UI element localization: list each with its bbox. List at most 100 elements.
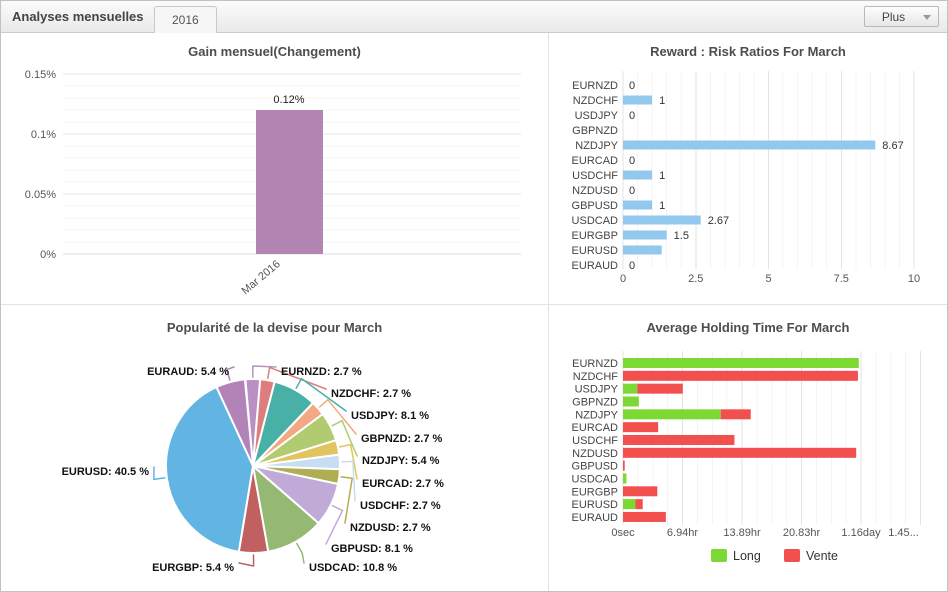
bar-value-label: 0: [629, 110, 635, 122]
bar-long-eurnzd[interactable]: [623, 358, 859, 368]
category-label: GBPUSD: [572, 200, 619, 212]
pie-leader-nzdchf: [267, 366, 327, 390]
bar-vente-eurcad[interactable]: [623, 422, 659, 433]
pie-leader-usdcad: [296, 542, 305, 564]
chart-title-gain: Gain mensuel(Changement): [188, 44, 361, 59]
x-tick-label: 10: [908, 273, 920, 285]
bar-nzdjpy[interactable]: [623, 140, 876, 150]
pie-label-gbpusd: GBPUSD: 8.1 %: [331, 543, 413, 555]
legend-item-long[interactable]: Long: [711, 549, 761, 563]
category-label: EURGBP: [572, 486, 618, 498]
pie-slice-euraud[interactable]: [215, 378, 254, 467]
category-label: EURNZD: [572, 80, 618, 92]
bar-value-label: 2.67: [708, 215, 729, 227]
category-label: EURCAD: [572, 422, 619, 434]
bar-long-usdcad[interactable]: [623, 473, 627, 484]
chart-title-holding: Average Holding Time For March: [646, 320, 850, 335]
bar-gbpusd[interactable]: [623, 200, 653, 210]
chart-title-reward: Reward : Risk Ratios For March: [650, 44, 846, 59]
holding-time-chart: 0sec 6.94hr 13.89hr 20.83hr 1.16day 1.45... EU…: [572, 351, 921, 563]
x-tick-label: 20.83hr: [783, 527, 821, 539]
y-tick-label: 0.15%: [25, 69, 56, 81]
pie-label-nzdchf: NZDCHF: 2.7 %: [331, 388, 411, 400]
bar-vente-usdchf[interactable]: [623, 434, 735, 445]
plus-dropdown-label: Plus: [881, 10, 906, 24]
panel-holding-time: 0sec 6.94hr 13.89hr 20.83hr 1.16day 1.45... EU…: [549, 305, 947, 591]
tab-2016[interactable]: 2016: [154, 6, 217, 33]
pie-label-eurusd: EURUSD: 40.5 %: [62, 466, 150, 478]
pie-leader-usdjpy: [295, 377, 347, 412]
category-label: EURNZD: [572, 358, 618, 370]
pie-label-nzdusd: NZDUSD: 2.7 %: [350, 522, 431, 534]
bar-vente-nzdusd[interactable]: [623, 447, 857, 458]
x-category-label: Mar 2016: [239, 258, 282, 297]
x-tick-label: 6.94hr: [667, 527, 699, 539]
category-label: GBPNZD: [572, 125, 618, 137]
x-tick-label: 1.45...: [888, 527, 919, 539]
bar-long-gbpnzd[interactable]: [623, 396, 639, 407]
y-tick-label: 0.05%: [25, 189, 56, 201]
pie-leader-eurcad: [339, 443, 358, 480]
x-tick-label: 13.89hr: [723, 527, 761, 539]
x-tick-label: 2.5: [688, 273, 703, 285]
bar-value-label: 1: [659, 95, 665, 107]
y-tick-label: 0.1%: [31, 129, 56, 141]
bar-vente-nzdchf[interactable]: [623, 370, 858, 381]
bar-long-eurusd[interactable]: [623, 499, 636, 510]
category-label: NZDJPY: [575, 409, 618, 421]
bar-vente-euraud[interactable]: [623, 511, 666, 522]
bar-long-nzdjpy[interactable]: [623, 409, 721, 420]
legend-item-vente[interactable]: Vente: [784, 549, 838, 563]
pie-label-eurcad: EURCAD: 2.7 %: [362, 478, 444, 490]
bar-nzdchf[interactable]: [623, 95, 653, 105]
pie-label-usdcad: USDCAD: 10.8 %: [309, 562, 397, 574]
bar-usdcad[interactable]: [623, 215, 701, 225]
legend-swatch-vente: [784, 549, 800, 562]
bar-vente-eurgbp[interactable]: [623, 486, 658, 497]
pie-leader-eurgbp: [238, 554, 255, 567]
bar-mar-2016[interactable]: [256, 110, 323, 254]
x-tick-label: 5: [765, 273, 771, 285]
pie-leader-usdchf: [341, 460, 356, 502]
pie-label-gbpnzd: GBPNZD: 2.7 %: [361, 433, 443, 445]
legend-label-vente: Vente: [806, 549, 838, 563]
bar-value-label: 0: [629, 80, 635, 92]
category-label: USDCHF: [572, 170, 618, 182]
x-tick-label: 0sec: [611, 527, 635, 539]
category-label: NZDCHF: [573, 371, 618, 383]
chevron-down-icon: [923, 15, 931, 20]
bar-vente-eurusd[interactable]: [635, 499, 643, 510]
pie-label-usdjpy: USDJPY: 8.1 %: [351, 410, 429, 422]
x-tick-label: 7.5: [834, 273, 849, 285]
pie-slice-eurusd[interactable]: [165, 386, 254, 553]
legend-swatch-long: [711, 549, 727, 562]
category-label: NZDUSD: [572, 448, 618, 460]
bar-value-label: 0.12%: [273, 94, 304, 106]
bar-value-label: 1.5: [674, 230, 689, 242]
top-tab-bar: Analyses mensuelles 2016 Plus: [1, 1, 947, 33]
pie-leader-gbpnzd: [318, 398, 357, 435]
bar-vente-usdjpy[interactable]: [637, 383, 683, 394]
page-title: Analyses mensuelles: [12, 9, 144, 24]
bar-value-label: 1: [659, 170, 665, 182]
panel-popularite: EURNZD: 2.7 % NZDCHF: 2.7 % USDJPY: 8.1 % G…: [1, 305, 548, 591]
bar-long-usdjpy[interactable]: [623, 383, 638, 394]
pie-leader-lines: [153, 365, 358, 567]
bar-vente-gbpusd[interactable]: [623, 460, 625, 471]
category-label: USDJPY: [575, 110, 619, 122]
category-label: EURAUD: [572, 512, 619, 524]
category-label: EURCAD: [572, 155, 619, 167]
chart-title-popularite: Popularité de la devise pour March: [166, 320, 383, 335]
bar-usdchf[interactable]: [623, 170, 653, 180]
pie-leader-nzdusd: [340, 476, 353, 524]
x-tick-label: 0: [620, 273, 626, 285]
bar-eurusd[interactable]: [623, 245, 662, 255]
gain-mensuel-chart: 0% 0.05% 0.1% 0.15% 0.12% Mar 2016: [25, 69, 521, 297]
bar-vente-nzdjpy[interactable]: [720, 409, 751, 420]
category-label: EURAUD: [572, 260, 619, 272]
bar-eurgbp[interactable]: [623, 230, 667, 240]
category-label: NZDCHF: [573, 95, 618, 107]
plus-dropdown-button[interactable]: Plus: [864, 6, 939, 27]
